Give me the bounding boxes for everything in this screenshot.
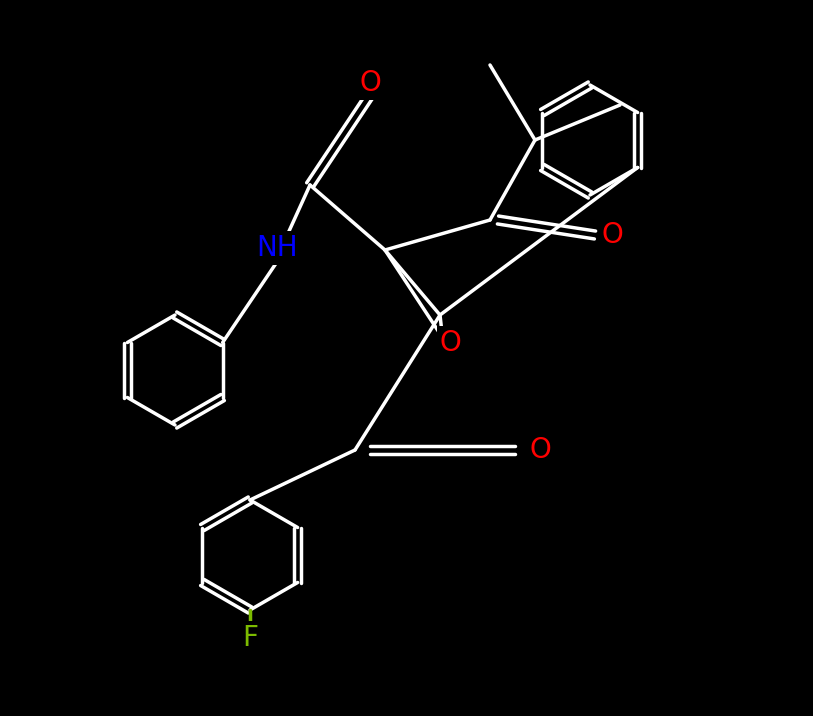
Text: NH: NH	[256, 234, 298, 262]
Text: O: O	[529, 436, 551, 464]
Text: F: F	[242, 624, 258, 652]
Text: O: O	[440, 329, 461, 357]
Text: O: O	[601, 221, 623, 249]
Text: O: O	[359, 69, 380, 97]
